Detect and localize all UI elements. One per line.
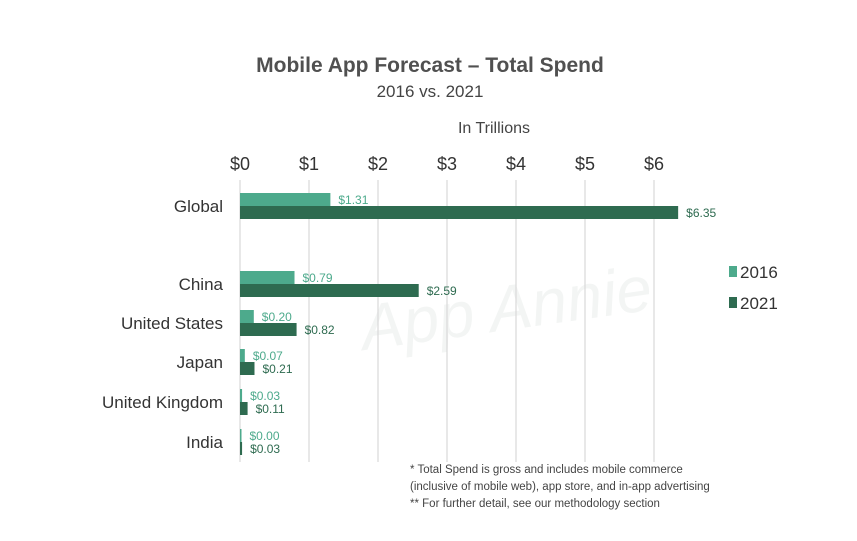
bar-2016 bbox=[240, 349, 245, 362]
data-label-2016: $0.07 bbox=[253, 349, 283, 363]
bar-2016 bbox=[240, 429, 242, 442]
x-axis-title: In Trillions bbox=[458, 120, 530, 137]
legend-swatch-2016 bbox=[729, 266, 737, 277]
data-label-2021: $0.11 bbox=[256, 402, 285, 416]
category-labels: Global China United States Japan United King… bbox=[102, 197, 224, 452]
chart-title: Mobile App Forecast – Total Spend bbox=[256, 54, 604, 77]
data-label-2021: $0.03 bbox=[250, 442, 280, 456]
x-tick-label: $6 bbox=[644, 154, 664, 174]
bars bbox=[240, 193, 679, 455]
bar-2016 bbox=[240, 389, 243, 402]
x-tick-label: $5 bbox=[575, 154, 595, 174]
data-label-2016: $0.20 bbox=[262, 310, 292, 324]
data-label-2016: $0.00 bbox=[250, 429, 280, 443]
legend-label-2016: 2016 bbox=[740, 263, 778, 282]
bar-2021 bbox=[240, 323, 297, 336]
category-label: United Kingdom bbox=[102, 393, 223, 412]
x-axis-ticks: $0 $1 $2 $3 $4 $5 $6 bbox=[230, 154, 664, 174]
bar-2021 bbox=[240, 402, 248, 415]
bar-2016 bbox=[240, 193, 331, 206]
bar-2016 bbox=[240, 271, 295, 284]
data-label-2016: $1.31 bbox=[338, 193, 368, 207]
data-label-2016: $0.79 bbox=[303, 271, 333, 285]
x-tick-label: $0 bbox=[230, 154, 250, 174]
legend: 2016 2021 bbox=[729, 263, 778, 313]
footnote-1: * Total Spend is gross and includes mobi… bbox=[410, 464, 683, 476]
x-tick-label: $2 bbox=[368, 154, 388, 174]
category-label: China bbox=[179, 275, 224, 294]
category-label: Global bbox=[174, 197, 223, 216]
data-label-2021: $0.21 bbox=[262, 362, 292, 376]
x-tick-label: $4 bbox=[506, 154, 526, 174]
legend-label-2021: 2021 bbox=[740, 294, 778, 313]
gridlines bbox=[239, 180, 655, 462]
chart-subtitle: 2016 vs. 2021 bbox=[377, 82, 484, 101]
data-label-2016: $0.03 bbox=[250, 389, 280, 403]
footnote-2: (inclusive of mobile web), app store, an… bbox=[410, 481, 710, 493]
bar-2021 bbox=[240, 442, 243, 455]
bar-2021 bbox=[240, 284, 419, 297]
category-label: United States bbox=[121, 314, 223, 333]
footnote-3: ** For further detail, see our methodolo… bbox=[410, 498, 660, 510]
bar-2021 bbox=[240, 362, 255, 375]
legend-swatch-2021 bbox=[729, 297, 737, 308]
category-label: India bbox=[186, 433, 223, 452]
data-label-2021: $0.82 bbox=[305, 323, 335, 337]
watermark: App Annie bbox=[352, 252, 656, 365]
data-label-2021: $6.35 bbox=[686, 206, 716, 220]
data-labels: $1.31$0.79$0.20$0.07$0.03$0.00$6.35$2.59… bbox=[250, 193, 717, 456]
bar-2016 bbox=[240, 310, 254, 323]
x-tick-label: $3 bbox=[437, 154, 457, 174]
bar-2021 bbox=[240, 206, 679, 219]
x-tick-label: $1 bbox=[299, 154, 319, 174]
category-label: Japan bbox=[177, 353, 223, 372]
data-label-2021: $2.59 bbox=[427, 284, 457, 298]
